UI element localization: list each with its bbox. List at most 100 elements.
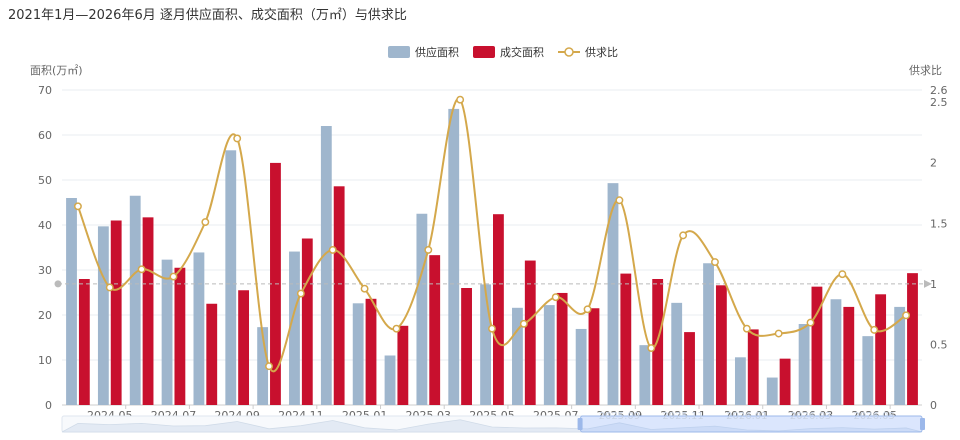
deal-bar [110, 220, 122, 405]
ratio-point [583, 305, 592, 314]
supply-bar [766, 377, 778, 405]
ratio-point [711, 258, 719, 266]
zoom-overlay-label: 2026.05 [854, 411, 895, 422]
y-left-tick-label: 30 [38, 264, 52, 277]
supply-bar [320, 126, 332, 405]
y-left-tick-label: 10 [38, 354, 52, 367]
deal-bar [747, 329, 759, 405]
legend-item[interactable]: 成交面积 [473, 45, 544, 59]
ratio-line-group [73, 95, 911, 373]
ratio-point [424, 245, 433, 254]
deal-bar [461, 288, 472, 405]
y-left-tick-label: 70 [38, 84, 52, 97]
supply-bar [66, 198, 77, 405]
supply-bar [671, 302, 683, 405]
ratio-point [647, 344, 656, 353]
zoom-overlay-label: 2026.01 [726, 411, 767, 422]
ratio-point [137, 265, 146, 274]
reference-line-end-arrow [924, 279, 932, 288]
legend[interactable]: 供应面积 成交面积 供求比 [388, 45, 618, 59]
ratio-point [360, 284, 369, 293]
ratio-point [902, 311, 911, 320]
ratio-point [615, 196, 624, 205]
y-left-tick-label: 0 [45, 399, 52, 412]
y-right-tick-label: 1.5 [930, 217, 948, 230]
supply-bar [225, 150, 237, 405]
ratio-point [392, 324, 401, 333]
supply-bar [703, 263, 714, 405]
deal-bar [620, 273, 632, 405]
zoom-overlay-label: 2025.09 [599, 411, 640, 422]
deal-bar [907, 273, 918, 405]
y-right-tick-label: 2.5 [930, 96, 948, 109]
legend-item[interactable]: 供应面积 [388, 45, 459, 59]
y-left-tick-label: 20 [38, 309, 52, 322]
ratio-point [679, 231, 688, 240]
supply-bar [448, 108, 460, 406]
y-left-axis-ticks: 0 10 20 30 40 50 60 70 [38, 84, 52, 412]
deal-bar [875, 294, 887, 405]
legend-label: 供求比 [585, 45, 618, 59]
zoom-handle-right[interactable] [920, 418, 925, 430]
ratio-point [169, 272, 178, 281]
ratio-point [105, 283, 114, 292]
legend-swatch [473, 46, 495, 58]
deal-bar [524, 260, 536, 405]
deal-bar [588, 308, 600, 405]
ratio-point [73, 202, 82, 211]
supply-bar [480, 284, 491, 405]
y-left-tick-label: 40 [38, 219, 52, 232]
deal-bar [811, 286, 823, 405]
reference-line-group [54, 279, 932, 288]
y-right-tick-label: 0 [930, 399, 937, 412]
supply-bar [129, 195, 141, 405]
deal-bar [174, 267, 186, 405]
deal-bar [843, 306, 855, 405]
zoom-preview-area [61, 419, 923, 433]
grid-lines [62, 89, 922, 406]
deal-bar [142, 217, 154, 405]
data-zoom-slider[interactable]: 2025.09 2025.11 2026.01 2026.03 2026.05 [61, 411, 925, 433]
ratio-point [551, 293, 560, 302]
supply-bar [543, 305, 555, 405]
deal-bar [333, 186, 345, 405]
supply-bar [161, 259, 173, 405]
deal-bar [238, 290, 250, 405]
y-left-tick-label: 50 [38, 174, 52, 187]
deal-bar [78, 279, 90, 405]
ratio-point [774, 329, 783, 338]
zoom-overlay-label: 2026.03 [790, 411, 831, 422]
y-left-tick-label: 60 [38, 129, 52, 142]
ratio-point [838, 270, 847, 279]
reference-line-start-marker [54, 280, 62, 288]
supply-bar [639, 345, 651, 405]
deal-bar [715, 285, 727, 405]
supply-bar [97, 226, 109, 405]
zoom-overlay-label: 2025.11 [662, 411, 703, 422]
legend-item[interactable]: 供求比 [558, 45, 618, 59]
supply-bar [352, 303, 364, 405]
supply-bar [798, 324, 810, 405]
zoom-handle-left[interactable] [577, 418, 583, 430]
supply-bar [257, 327, 269, 405]
y-right-tick-label: 2.6 [930, 84, 948, 97]
supply-bar [384, 355, 396, 405]
ratio-point [233, 134, 242, 143]
supply-bar [512, 307, 523, 405]
ratio-point [201, 218, 210, 227]
y-right-tick-label: 2 [930, 157, 937, 170]
supply-bar [416, 213, 428, 405]
deal-bar [206, 303, 218, 405]
deal-bar [556, 292, 568, 405]
deal-bar [301, 238, 313, 405]
legend-label: 成交面积 [500, 45, 544, 59]
deal-bar [493, 214, 504, 405]
ratio-point [488, 324, 496, 333]
legend-label: 供应面积 [415, 45, 459, 59]
deal-bar [397, 325, 409, 405]
bars-group [66, 108, 918, 406]
deal-bar [429, 255, 441, 405]
supply-bar [575, 328, 587, 405]
y-right-axis-label: 供求比 [909, 63, 942, 77]
